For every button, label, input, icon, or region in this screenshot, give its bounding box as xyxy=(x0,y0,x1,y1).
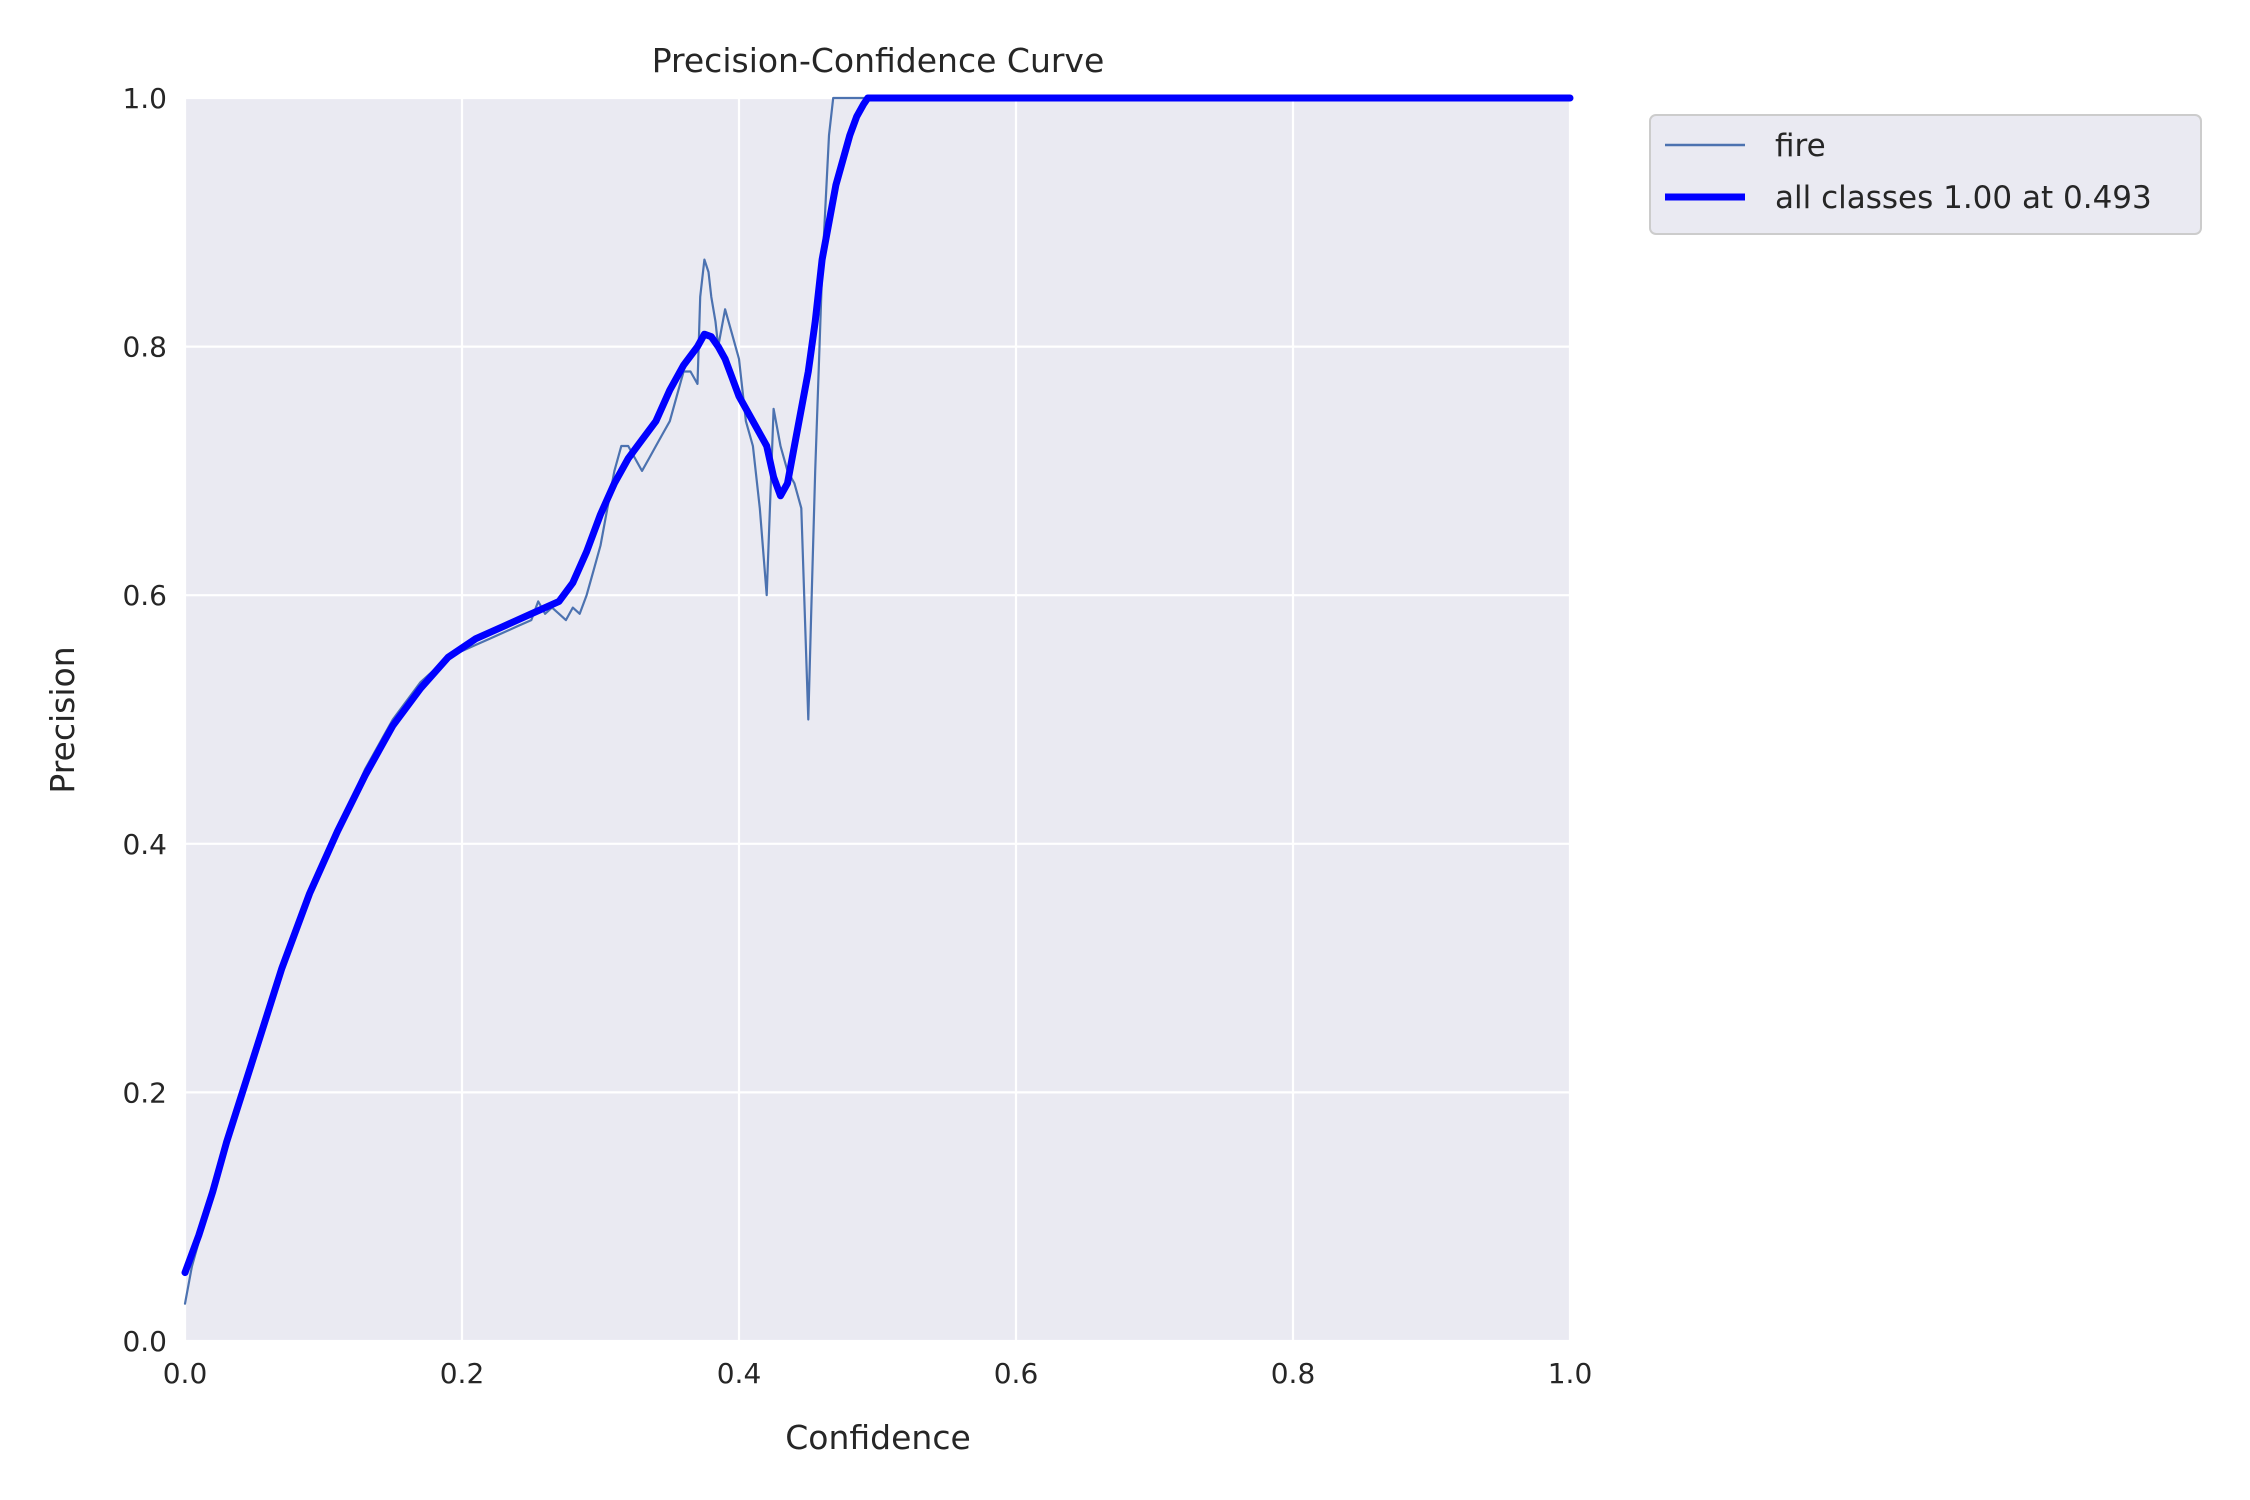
series-line-all-classes xyxy=(181,94,1574,1277)
legend-label-fire: fire xyxy=(1775,128,1826,164)
y-tick-label: 0.8 xyxy=(122,331,167,364)
y-tick-label: 0.6 xyxy=(122,579,167,612)
grid xyxy=(183,96,1572,1343)
legend-label-all-classes: all classes 1.00 at 0.493 xyxy=(1775,180,2152,216)
legend-box xyxy=(1649,114,2202,235)
series-layer xyxy=(181,94,1574,1305)
plot-area-background xyxy=(185,98,1570,1341)
y-tick-label: 0.0 xyxy=(122,1325,167,1358)
x-axis-label: Confidence xyxy=(785,1418,971,1457)
x-tick-label: 0.2 xyxy=(440,1357,485,1390)
y-tick-label: 0.4 xyxy=(122,828,167,861)
legend: fire all classes 1.00 at 0.493 xyxy=(1649,114,2202,235)
y-tick-label: 0.2 xyxy=(122,1076,167,1109)
x-tick-label: 0.8 xyxy=(1271,1357,1316,1390)
y-axis-label: Precision xyxy=(43,646,82,793)
x-tick-label: 0.4 xyxy=(717,1357,762,1390)
y-tick-label: 1.0 xyxy=(122,82,167,115)
x-tick-label: 0.0 xyxy=(163,1357,208,1390)
x-tick-label: 1.0 xyxy=(1548,1357,1593,1390)
chart-title: Precision-Confidence Curve xyxy=(652,41,1105,80)
x-tick-label: 0.6 xyxy=(994,1357,1039,1390)
tick-labels: 0.0 0.2 0.4 0.6 0.8 1.0 0.0 0.2 0.4 0.6 0.8 1.0 xyxy=(122,82,1592,1390)
